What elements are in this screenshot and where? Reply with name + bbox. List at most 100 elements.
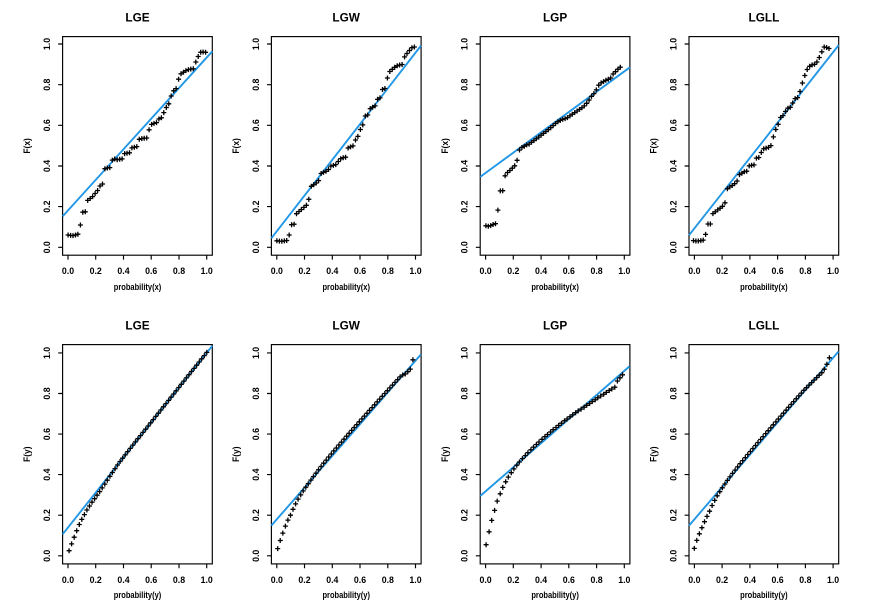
svg-text:1.0: 1.0 bbox=[201, 574, 213, 585]
svg-text:0.0: 0.0 bbox=[688, 574, 700, 585]
svg-text:0.4: 0.4 bbox=[250, 468, 261, 481]
svg-text:1.0: 1.0 bbox=[618, 574, 630, 585]
svg-text:1.0: 1.0 bbox=[409, 265, 421, 276]
svg-text:0.6: 0.6 bbox=[563, 574, 575, 585]
svg-text:0.8: 0.8 bbox=[459, 79, 470, 91]
svg-text:0.0: 0.0 bbox=[688, 265, 700, 276]
svg-text:0.2: 0.2 bbox=[459, 201, 470, 213]
svg-text:0.8: 0.8 bbox=[173, 265, 185, 276]
svg-text:probability(x): probability(x) bbox=[322, 282, 370, 293]
svg-text:0.6: 0.6 bbox=[459, 428, 470, 440]
svg-text:0.6: 0.6 bbox=[354, 574, 366, 585]
svg-text:0.4: 0.4 bbox=[326, 265, 339, 276]
svg-text:0.2: 0.2 bbox=[298, 574, 310, 585]
svg-text:LGE: LGE bbox=[125, 318, 149, 332]
svg-text:1.0: 1.0 bbox=[201, 265, 213, 276]
svg-text:1.0: 1.0 bbox=[41, 38, 52, 50]
svg-text:0.2: 0.2 bbox=[250, 201, 261, 213]
svg-text:LGW: LGW bbox=[332, 318, 360, 332]
svg-text:0.0: 0.0 bbox=[480, 574, 492, 585]
svg-text:0.4: 0.4 bbox=[667, 468, 678, 481]
svg-text:0.2: 0.2 bbox=[667, 509, 678, 521]
svg-text:probability(y): probability(y) bbox=[114, 590, 162, 601]
svg-text:1.0: 1.0 bbox=[409, 574, 421, 585]
svg-text:0.6: 0.6 bbox=[563, 265, 575, 276]
svg-text:0.0: 0.0 bbox=[667, 241, 678, 253]
svg-text:LGP: LGP bbox=[543, 318, 567, 332]
svg-text:0.4: 0.4 bbox=[250, 159, 261, 172]
svg-text:0.0: 0.0 bbox=[271, 265, 283, 276]
svg-text:LGW: LGW bbox=[332, 11, 360, 25]
svg-text:0.4: 0.4 bbox=[41, 159, 52, 172]
svg-text:0.2: 0.2 bbox=[716, 265, 728, 276]
svg-text:0.4: 0.4 bbox=[744, 574, 757, 585]
svg-text:0.2: 0.2 bbox=[90, 574, 102, 585]
svg-text:F(y): F(y) bbox=[440, 446, 451, 462]
svg-text:0.4: 0.4 bbox=[459, 468, 470, 481]
svg-text:0.4: 0.4 bbox=[117, 265, 130, 276]
svg-text:0.6: 0.6 bbox=[250, 428, 261, 440]
svg-text:0.2: 0.2 bbox=[667, 200, 678, 212]
svg-text:0.2: 0.2 bbox=[298, 265, 310, 276]
svg-text:0.6: 0.6 bbox=[772, 265, 784, 276]
svg-text:1.0: 1.0 bbox=[618, 265, 630, 276]
svg-text:0.0: 0.0 bbox=[459, 550, 470, 562]
svg-text:0.2: 0.2 bbox=[250, 509, 261, 521]
svg-text:0.8: 0.8 bbox=[250, 79, 261, 91]
svg-text:0.4: 0.4 bbox=[41, 468, 52, 481]
svg-text:1.0: 1.0 bbox=[459, 38, 470, 50]
svg-text:F(y): F(y) bbox=[22, 446, 33, 462]
svg-text:LGP: LGP bbox=[543, 11, 567, 25]
svg-text:0.6: 0.6 bbox=[354, 265, 366, 276]
svg-text:0.6: 0.6 bbox=[250, 119, 261, 131]
svg-text:0.8: 0.8 bbox=[667, 387, 678, 399]
svg-text:F(y): F(y) bbox=[231, 446, 242, 462]
svg-text:0.8: 0.8 bbox=[591, 265, 603, 276]
svg-text:F(x): F(x) bbox=[440, 138, 451, 154]
svg-text:0.6: 0.6 bbox=[667, 119, 678, 131]
svg-text:1.0: 1.0 bbox=[250, 347, 261, 359]
svg-text:probability(y): probability(y) bbox=[322, 590, 370, 601]
svg-text:1.0: 1.0 bbox=[41, 347, 52, 359]
svg-text:0.8: 0.8 bbox=[41, 79, 52, 91]
svg-text:probability(x): probability(x) bbox=[114, 282, 162, 293]
svg-text:probability(y): probability(y) bbox=[531, 590, 579, 601]
svg-text:0.6: 0.6 bbox=[41, 428, 52, 440]
svg-text:0.0: 0.0 bbox=[250, 550, 261, 562]
svg-text:0.2: 0.2 bbox=[459, 509, 470, 521]
svg-text:F(x): F(x) bbox=[231, 138, 242, 154]
svg-text:0.6: 0.6 bbox=[459, 119, 470, 131]
svg-text:0.6: 0.6 bbox=[772, 574, 784, 585]
svg-text:0.6: 0.6 bbox=[145, 574, 157, 585]
svg-text:0.8: 0.8 bbox=[591, 574, 603, 585]
svg-text:F(x): F(x) bbox=[649, 138, 660, 154]
svg-text:0.0: 0.0 bbox=[62, 574, 74, 585]
svg-text:1.0: 1.0 bbox=[250, 38, 261, 50]
svg-text:probability(y): probability(y) bbox=[740, 590, 788, 601]
svg-text:0.6: 0.6 bbox=[145, 265, 157, 276]
svg-text:1.0: 1.0 bbox=[667, 347, 678, 359]
svg-text:0.8: 0.8 bbox=[382, 574, 394, 585]
svg-text:0.8: 0.8 bbox=[173, 574, 185, 585]
svg-text:F(y): F(y) bbox=[649, 446, 660, 462]
svg-text:0.2: 0.2 bbox=[507, 265, 519, 276]
svg-text:0.8: 0.8 bbox=[459, 387, 470, 399]
svg-text:0.0: 0.0 bbox=[62, 265, 74, 276]
svg-text:0.4: 0.4 bbox=[459, 159, 470, 172]
svg-text:LGE: LGE bbox=[125, 11, 149, 25]
svg-text:0.2: 0.2 bbox=[41, 509, 52, 521]
svg-text:probability(x): probability(x) bbox=[531, 282, 579, 293]
svg-text:0.2: 0.2 bbox=[41, 201, 52, 213]
svg-text:0.0: 0.0 bbox=[41, 241, 52, 253]
svg-text:0.4: 0.4 bbox=[535, 574, 548, 585]
svg-text:1.0: 1.0 bbox=[827, 265, 839, 276]
svg-text:0.8: 0.8 bbox=[667, 79, 678, 91]
svg-text:0.4: 0.4 bbox=[667, 159, 678, 172]
svg-text:probability(x): probability(x) bbox=[740, 282, 788, 293]
svg-text:0.4: 0.4 bbox=[326, 574, 339, 585]
svg-text:0.2: 0.2 bbox=[507, 574, 519, 585]
svg-text:0.0: 0.0 bbox=[459, 241, 470, 253]
svg-text:0.4: 0.4 bbox=[117, 574, 130, 585]
svg-text:0.2: 0.2 bbox=[716, 574, 728, 585]
svg-text:1.0: 1.0 bbox=[667, 38, 678, 50]
